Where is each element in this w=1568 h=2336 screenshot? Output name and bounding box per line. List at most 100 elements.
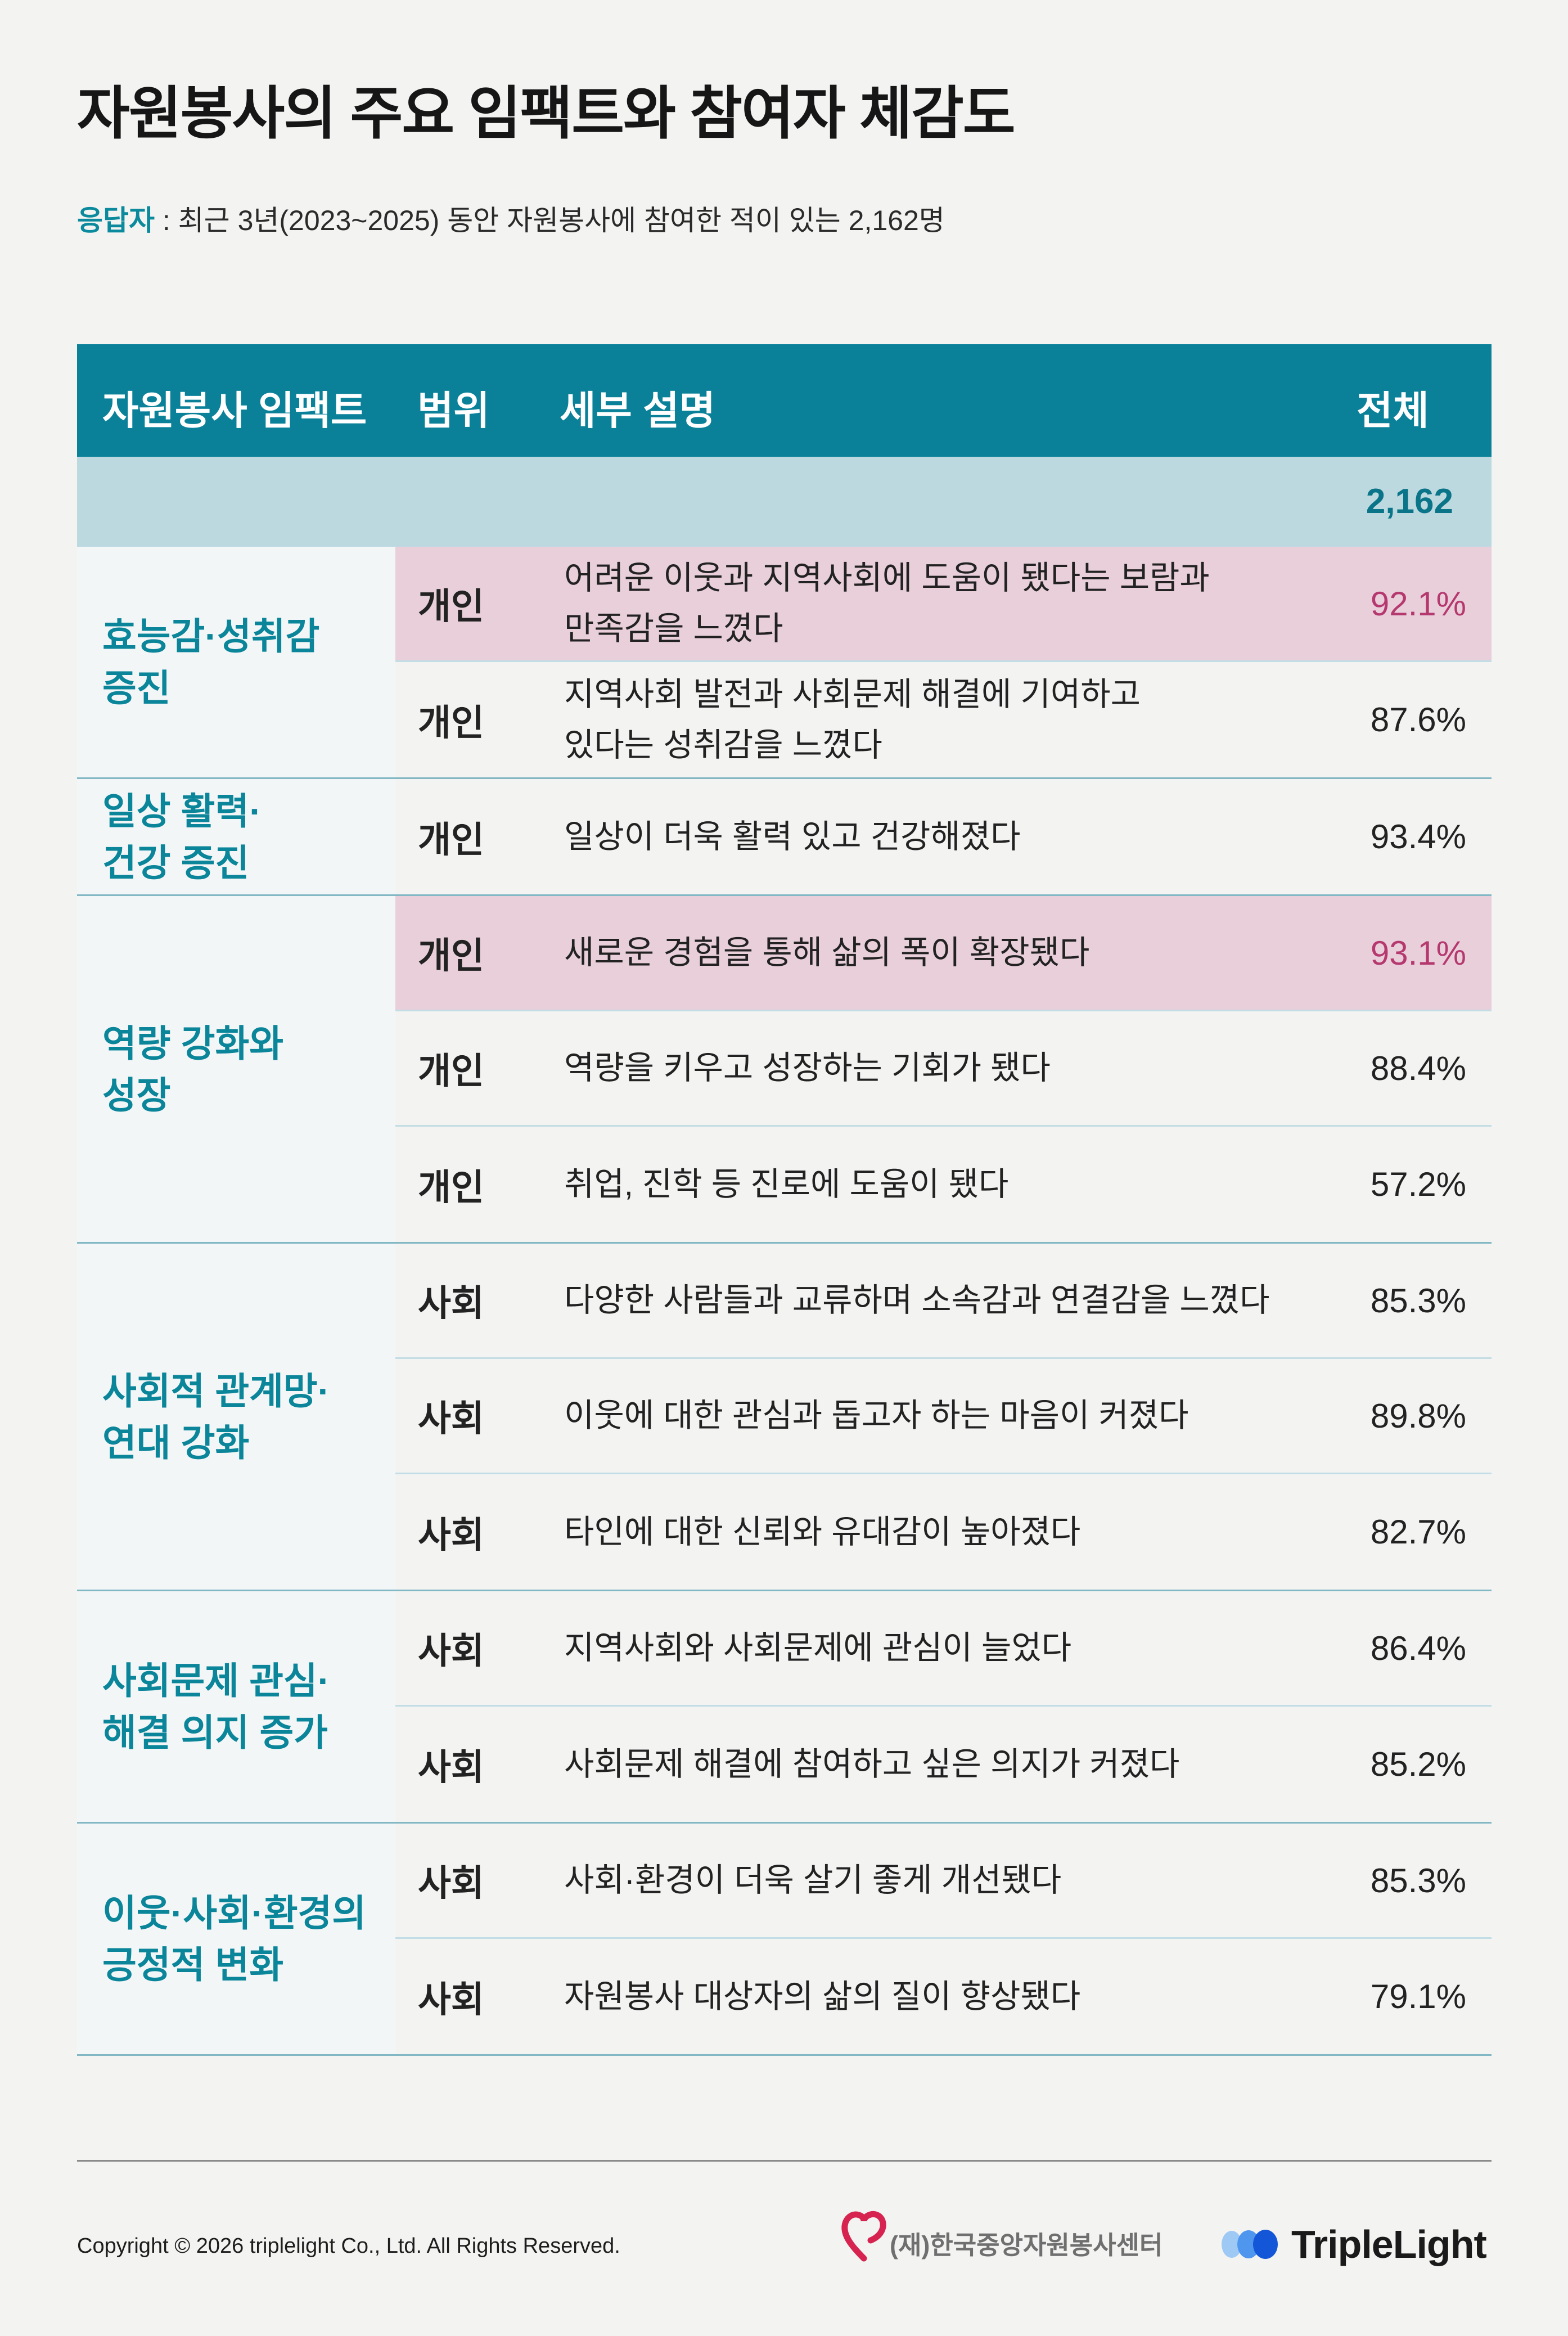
- brand-logo: TripleLight: [1219, 2222, 1487, 2267]
- percentage-cell: 92.1%: [1370, 584, 1466, 623]
- percentage-cell: 57.2%: [1370, 1165, 1466, 1203]
- footer-divider: [77, 2160, 1492, 2162]
- impact-group: 효능감·성취감 증진 개인 어려운 이웃과 지역사회에 도움이 됐다는 보람과 만족감을…: [77, 547, 1492, 779]
- impact-group: 역량 강화와 성장 개인 새로운 경험을 통해 삶의 폭이 확장됐다 93.1% 개인 역량…: [77, 896, 1492, 1244]
- scope-cell: 개인: [418, 1167, 484, 1208]
- impact-category: 사회문제 관심· 해결 의지 증가: [77, 1591, 395, 1822]
- description-line: 사회문제 해결에 참여하고 싶은 의지가 커졌다: [564, 1745, 1180, 1783]
- table-row: 사회 지역사회와 사회문제에 관심이 늘었다 86.4%: [395, 1591, 1492, 1707]
- impact-group: 이웃·사회·환경의 긍정적 변화 사회 사회·환경이 더욱 살기 좋게 개선됐다 85.…: [77, 1824, 1492, 2056]
- description-cell: 타인에 대한 신뢰와 유대감이 높아졌다: [564, 1507, 1323, 1558]
- percentage-cell: 89.8%: [1370, 1397, 1466, 1435]
- description-line: 사회·환경이 더욱 살기 좋게 개선됐다: [564, 1862, 1062, 1898]
- percentage-cell: 85.2%: [1370, 1745, 1466, 1783]
- percentage-cell: 82.7%: [1370, 1513, 1466, 1551]
- scope-cell: 사회: [418, 1514, 484, 1555]
- table-row: 개인 역량을 키우고 성장하는 기회가 됐다 88.4%: [395, 1011, 1492, 1127]
- description-cell: 지역사회와 사회문제에 관심이 늘었다: [564, 1623, 1323, 1673]
- scope-cell: 사회: [418, 1631, 484, 1671]
- table-row: 개인 취업, 진학 등 진로에 도움이 됐다 57.2%: [395, 1127, 1492, 1242]
- impact-group: 사회문제 관심· 해결 의지 증가 사회 지역사회와 사회문제에 관심이 늘었다 86.…: [77, 1591, 1492, 1824]
- description-line: 타인에 대한 신뢰와 유대감이 높아졌다: [564, 1513, 1081, 1550]
- table-body: 효능감·성취감 증진 개인 어려운 이웃과 지역사회에 도움이 됐다는 보람과 만족감을…: [77, 547, 1492, 2056]
- impact-category-line: 긍정적 변화: [102, 1944, 283, 1986]
- description-line: 만족감을 느꼈다: [564, 610, 783, 647]
- impact-category-line: 일상 활력·: [102, 790, 262, 832]
- percentage-cell: 87.6%: [1370, 701, 1466, 739]
- scope-cell: 사회: [418, 1398, 484, 1439]
- impact-category-line: 건강 증진: [102, 841, 250, 884]
- respondent-note: 응답자 : 최근 3년(2023~2025) 동안 자원봉사에 참여한 적이 있…: [77, 198, 945, 238]
- description-cell: 일상이 더욱 활력 있고 건강해졌다: [564, 812, 1323, 862]
- page-title: 자원봉사의 주요 임팩트와 참여자 체감도: [77, 82, 1016, 146]
- impact-category-line: 성장: [102, 1074, 171, 1116]
- header-total: 전체: [1357, 389, 1429, 433]
- impact-category-line: 효능감·성취감: [102, 615, 320, 657]
- percentage-cell: 79.1%: [1370, 1978, 1466, 2015]
- description-cell: 새로운 경험을 통해 삶의 폭이 확장됐다: [564, 928, 1323, 978]
- percentage-cell: 93.1%: [1370, 934, 1466, 972]
- scope-cell: 사회: [418, 1747, 484, 1788]
- description-line: 지역사회와 사회문제에 관심이 늘었다: [564, 1630, 1072, 1666]
- description-cell: 이웃에 대한 관심과 돕고자 하는 마음이 커졌다: [564, 1390, 1323, 1441]
- respondent-count: 2,162: [1366, 482, 1453, 521]
- impact-group: 사회적 관계망· 연대 강화 사회 다양한 사람들과 교류하며 소속감과 연결감을 느…: [77, 1244, 1492, 1591]
- description-line: 자원봉사 대상자의 삶의 질이 향상됐다: [564, 1978, 1081, 2015]
- description-cell: 사회·환경이 더욱 살기 좋게 개선됐다: [564, 1855, 1323, 1906]
- scope-cell: 사회: [418, 1863, 484, 1903]
- impact-category: 사회적 관계망· 연대 강화: [77, 1244, 395, 1590]
- impact-category-line: 사회적 관계망·: [102, 1370, 330, 1412]
- table-row: 사회 사회문제 해결에 참여하고 싶은 의지가 커졌다 85.2%: [395, 1707, 1492, 1822]
- scope-cell: 사회: [418, 1283, 484, 1324]
- description-cell: 취업, 진학 등 진로에 도움이 됐다: [564, 1159, 1323, 1210]
- table-row: 사회 다양한 사람들과 교류하며 소속감과 연결감을 느꼈다 85.3%: [395, 1244, 1492, 1359]
- description-cell: 역량을 키우고 성장하는 기회가 됐다: [564, 1043, 1323, 1093]
- scope-cell: 개인: [418, 819, 484, 860]
- heart-icon: [841, 2211, 886, 2262]
- impact-category-line: 이웃·사회·환경의: [102, 1892, 366, 1934]
- description-line: 다양한 사람들과 교류하며 소속감과 연결감을 느꼈다: [564, 1282, 1270, 1318]
- impact-group: 일상 활력· 건강 증진 개인 일상이 더욱 활력 있고 건강해졌다 93.4%: [77, 779, 1492, 896]
- scope-cell: 개인: [418, 586, 484, 627]
- scope-cell: 사회: [418, 1979, 484, 2020]
- impact-table: 자원봉사 임팩트 범위 세부 설명 전체 2,162 효능감·성취감 증진 개인 어려…: [77, 344, 1492, 2056]
- description-cell: 다양한 사람들과 교류하며 소속감과 연결감을 느꼈다: [564, 1275, 1323, 1326]
- header-impact: 자원봉사 임팩트: [102, 389, 367, 433]
- table-row: 사회 자원봉사 대상자의 삶의 질이 향상됐다 79.1%: [395, 1939, 1492, 2054]
- impact-category-line: 해결 의지 증가: [102, 1712, 328, 1753]
- scope-cell: 개인: [418, 702, 484, 743]
- table-row: 사회 사회·환경이 더욱 살기 좋게 개선됐다 85.3%: [395, 1824, 1492, 1939]
- scope-cell: 개인: [418, 935, 484, 976]
- impact-category-line: 연대 강화: [102, 1421, 250, 1464]
- percentage-cell: 85.3%: [1370, 1861, 1466, 1900]
- table-header: 자원봉사 임팩트 범위 세부 설명 전체: [77, 344, 1492, 457]
- impact-category-line: 사회문제 관심·: [102, 1660, 330, 1702]
- percentage-cell: 85.3%: [1370, 1281, 1466, 1320]
- brand-logo-text: TripleLight: [1291, 2222, 1487, 2266]
- description-line: 어려운 이웃과 지역사회에 도움이 됐다는 보람과: [564, 560, 1210, 596]
- scope-cell: 개인: [418, 1051, 484, 1091]
- org-logo: (재)한국중앙자원봉사센터: [841, 2204, 1163, 2266]
- table-row: 사회 타인에 대한 신뢰와 유대감이 높아졌다 82.7%: [395, 1474, 1492, 1590]
- header-scope: 범위: [417, 389, 490, 433]
- triplelight-icon: [1222, 2230, 1278, 2259]
- description-cell: 사회문제 해결에 참여하고 싶은 의지가 커졌다: [564, 1739, 1323, 1790]
- table-row: 개인 일상이 더욱 활력 있고 건강해졌다 93.4%: [395, 779, 1492, 894]
- table-row: 개인 새로운 경험을 통해 삶의 폭이 확장됐다 93.1%: [395, 896, 1492, 1011]
- respondent-text: : 최근 3년(2023~2025) 동안 자원봉사에 참여한 적이 있는 2,…: [155, 205, 945, 236]
- impact-category-line: 역량 강화와: [102, 1022, 283, 1064]
- description-line: 일상이 더욱 활력 있고 건강해졌다: [564, 818, 1021, 855]
- description-line: 있다는 성취감을 느꼈다: [564, 726, 882, 763]
- percentage-cell: 88.4%: [1370, 1049, 1466, 1087]
- description-line: 지역사회 발전과 사회문제 해결에 기여하고: [564, 676, 1141, 713]
- org-logo-text: (재)한국중앙자원봉사센터: [890, 2230, 1163, 2260]
- description-line: 취업, 진학 등 진로에 도움이 됐다: [564, 1165, 1009, 1203]
- impact-category: 일상 활력· 건강 증진: [77, 779, 395, 894]
- description-line: 이웃에 대한 관심과 돕고자 하는 마음이 커졌다: [564, 1397, 1189, 1434]
